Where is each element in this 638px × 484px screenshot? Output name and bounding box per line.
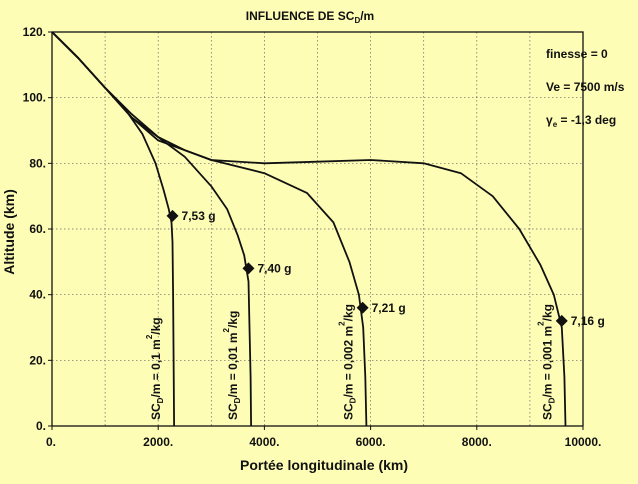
peak-marker: [555, 314, 568, 327]
peak-marker: [242, 262, 255, 275]
grid: [52, 32, 583, 426]
series-label: SCD/m = 0,1 m2/kg: [145, 317, 165, 420]
x-tick-label: 6000.: [356, 435, 386, 449]
peak-marker: [166, 209, 179, 222]
annotation-finesse: finesse = 0: [546, 47, 608, 61]
series-line: [51, 31, 567, 427]
chart-title: INFLUENCE DE SCD/m: [246, 9, 374, 25]
y-tick-label: 80.: [29, 156, 46, 170]
y-tick-label: 40.: [29, 288, 46, 302]
y-tick-label: 20.: [29, 353, 46, 367]
x-tick-label: 4000.: [249, 435, 279, 449]
tick-labels: 0. 20. 40. 60. 80. 100. 120. 0. 2000. 4000. 6000. 8…: [23, 25, 602, 449]
series-layer: 7,53 g SCD/m = 0,1 m2/kg 7,40 g SCD/m = 0,0…: [51, 31, 605, 427]
y-tick-label: 60.: [29, 222, 46, 236]
y-tick-label: 100.: [23, 91, 46, 105]
x-tick-label: 10000.: [565, 435, 602, 449]
x-tick-label: 2000.: [143, 435, 173, 449]
x-tick-label: 8000.: [462, 435, 492, 449]
y-tick-label: 120.: [23, 25, 46, 39]
series-4: 7,16 g SCD/m = 0,001 m2/kg: [51, 31, 605, 427]
peak-g-label: 7,40 g: [257, 261, 291, 275]
x-axis-label: Portée longitudinale (km): [240, 457, 408, 473]
y-axis-label: Altitude (km): [1, 189, 17, 275]
series-label: SCD/m = 0,002 m2/kg: [337, 304, 357, 420]
series-2: 7,40 g SCD/m = 0,01 m2/kg: [51, 31, 292, 427]
x-tick-label: 0.: [46, 435, 56, 449]
peak-marker: [356, 301, 369, 314]
peak-g-label: 7,21 g: [372, 301, 406, 315]
peak-g-label: 7,16 g: [571, 314, 605, 328]
series-label: SCD/m = 0,001 m2/kg: [536, 304, 556, 420]
series-label: SCD/m = 0,01 m2/kg: [222, 311, 242, 420]
annotation-entry-velocity: Ve = 7500 m/s: [546, 80, 625, 94]
peak-g-label: 7,53 g: [182, 209, 216, 223]
annotation-entry-angle: γe = -1,3 deg: [546, 113, 616, 129]
y-tick-label: 0.: [36, 419, 46, 433]
